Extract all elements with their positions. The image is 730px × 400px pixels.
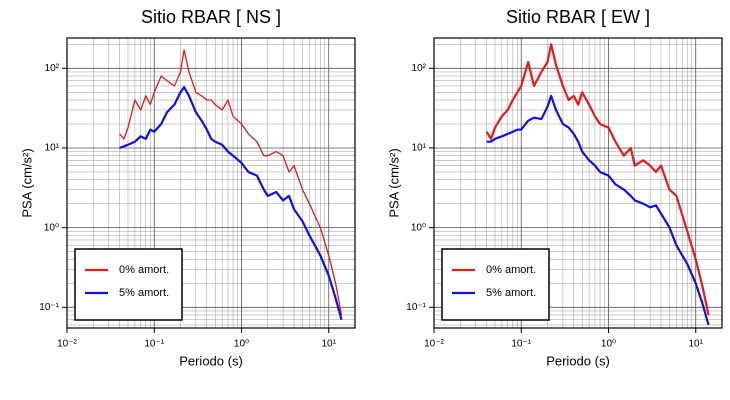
x-tick-label: 10⁰	[234, 339, 249, 350]
legend-label: 0% amort.	[486, 264, 536, 276]
y-tick-label: 10²	[45, 63, 60, 74]
legend-box	[74, 248, 183, 321]
y-tick-label: 10⁰	[411, 222, 426, 233]
x-tick-label: 10⁻²	[57, 339, 77, 350]
legend-box	[441, 248, 550, 321]
y-axis-label: PSA (cm/s²)	[19, 148, 34, 217]
y-tick-label: 10²	[412, 63, 427, 74]
legend-label: 5% amort.	[486, 287, 536, 299]
x-tick-label: 10⁰	[601, 339, 616, 350]
y-tick-label: 10⁻¹	[39, 302, 59, 313]
x-axis-label: Periodo (s)	[179, 353, 243, 368]
legend-label: 5% amort.	[119, 287, 169, 299]
chart-title: Sitio RBAR [ NS ]	[141, 7, 281, 27]
plot-frame	[66, 37, 356, 329]
series-line	[485, 43, 710, 316]
y-tick-label: 10¹	[45, 143, 60, 154]
x-tick-label: 10⁻¹	[144, 339, 164, 350]
panel: Sitio RBAR [ NS ] Periodo (s) PSA (cm/s²) 1…	[19, 7, 356, 368]
panel: Sitio RBAR [ EW ] Periodo (s) PSA (cm/s²) 1…	[386, 7, 723, 368]
chart-title: Sitio RBAR [ EW ]	[506, 7, 650, 27]
series-line	[486, 94, 710, 326]
x-tick-label: 10⁻¹	[511, 339, 531, 350]
y-tick-label: 10⁰	[44, 222, 59, 233]
y-tick-label: 10⁻¹	[406, 302, 426, 313]
x-axis-label: Periodo (s)	[546, 353, 610, 368]
legend-label: 0% amort.	[119, 264, 169, 276]
y-tick-label: 10¹	[412, 143, 427, 154]
y-axis-label: PSA (cm/s²)	[386, 148, 401, 217]
series-line	[119, 86, 343, 320]
series-line	[119, 49, 343, 316]
x-tick-label: 10¹	[689, 339, 704, 350]
x-tick-label: 10⁻²	[424, 339, 444, 350]
x-tick-label: 10¹	[322, 339, 337, 350]
plot-frame	[433, 37, 723, 329]
